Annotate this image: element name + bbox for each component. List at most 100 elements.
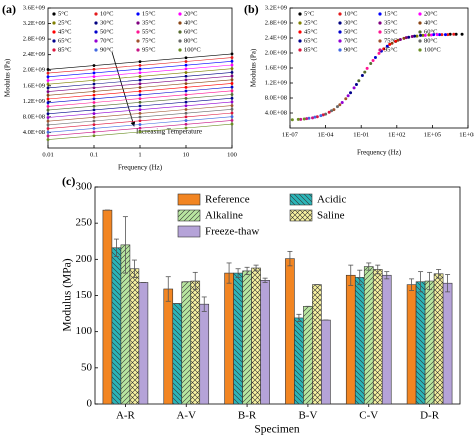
point	[92, 67, 96, 71]
legend-marker	[378, 12, 382, 16]
y-tick-label: 100	[76, 325, 93, 337]
point	[138, 126, 142, 130]
bar	[433, 273, 444, 405]
legend-marker	[136, 21, 140, 25]
legend-marker	[338, 48, 342, 52]
point	[230, 74, 234, 78]
point	[230, 63, 234, 67]
y-tick-label: 1.2E+09	[23, 98, 45, 105]
point	[330, 109, 334, 113]
point	[184, 104, 188, 108]
point	[305, 117, 309, 121]
point	[184, 108, 188, 111]
bar	[424, 280, 435, 405]
legend-label: 65°C	[58, 37, 71, 44]
x-tick-label: 1E-01	[353, 131, 369, 138]
point	[452, 32, 456, 36]
point	[46, 116, 50, 119]
legend-marker	[298, 39, 302, 43]
point	[315, 115, 319, 119]
point	[138, 63, 142, 67]
legend-marker	[136, 12, 140, 16]
point	[230, 111, 234, 115]
point	[394, 39, 398, 43]
y-tick-label: 2.4E+09	[23, 51, 45, 58]
bar	[251, 267, 261, 405]
point	[184, 97, 188, 100]
legend-label: Saline	[317, 210, 345, 222]
point	[432, 33, 436, 37]
legend-label: 20°C	[424, 10, 437, 17]
point	[340, 101, 344, 104]
legend-label: 35°C	[142, 19, 155, 26]
x-axis-label: Frequency (Hz)	[357, 149, 402, 157]
x-axis-label: Specimen	[254, 424, 300, 436]
point	[230, 59, 234, 63]
y-tick-label: 2.8E+09	[23, 36, 45, 43]
y-tick-label: 0	[87, 398, 93, 410]
x-tick-label: 0.1	[90, 151, 98, 158]
point	[382, 47, 386, 51]
point	[92, 71, 96, 75]
legend-marker	[52, 21, 56, 25]
x-tick-label: 1E+02	[388, 131, 405, 138]
point	[92, 126, 96, 130]
point	[92, 134, 96, 138]
annotation: Increasing Temperature	[136, 128, 202, 136]
point	[230, 115, 234, 119]
point	[230, 104, 234, 108]
legend-marker	[418, 48, 422, 52]
legend-marker	[298, 48, 302, 52]
y-tick-label: 200	[76, 253, 93, 265]
legend-label: 30°C	[100, 19, 113, 26]
legend-label: 60°C	[184, 28, 197, 35]
legend-label: 45°C	[304, 28, 317, 35]
point	[302, 117, 306, 121]
point	[92, 112, 96, 115]
y-axis-label: Modulus (Pa)	[250, 48, 258, 87]
point	[138, 75, 142, 78]
legend-label: 5°C	[304, 10, 314, 17]
y-tick-label: 250	[76, 217, 93, 229]
point	[92, 93, 96, 97]
legend-label: 25°C	[58, 19, 71, 26]
legend-label: 90°C	[100, 46, 113, 53]
x-tick-label: 10	[183, 151, 190, 158]
point	[46, 101, 50, 105]
y-tick-label: 2.0E+09	[23, 67, 45, 74]
legend-marker	[94, 30, 98, 34]
legend-label: 35°C	[384, 19, 397, 26]
point	[410, 35, 414, 38]
point	[296, 117, 300, 121]
y-tick-label: 2.0E+09	[265, 49, 287, 56]
x-tick-label: 0.01	[42, 151, 53, 158]
x-tick-label: A-V	[176, 410, 196, 422]
legend-label: 70°C	[344, 37, 357, 44]
point	[92, 86, 96, 90]
point	[92, 75, 96, 79]
point	[92, 119, 96, 123]
point	[184, 126, 188, 130]
legend-marker	[418, 12, 422, 16]
point	[230, 78, 234, 82]
bar	[224, 272, 234, 405]
point	[92, 108, 96, 112]
point	[46, 127, 50, 130]
point	[46, 134, 50, 138]
legend-label: 5°C	[58, 10, 68, 17]
legend-label: Freeze-thaw	[205, 226, 259, 238]
point	[415, 34, 419, 38]
point	[184, 93, 188, 97]
point	[92, 123, 96, 127]
panel-label: (a)	[2, 2, 16, 16]
legend-marker	[94, 39, 98, 43]
legend-marker	[418, 39, 422, 43]
point	[349, 91, 353, 95]
point	[138, 71, 142, 75]
point	[230, 70, 234, 74]
legend-label: 65°C	[304, 37, 317, 44]
point	[46, 130, 50, 134]
point	[230, 93, 234, 96]
point	[184, 100, 188, 104]
